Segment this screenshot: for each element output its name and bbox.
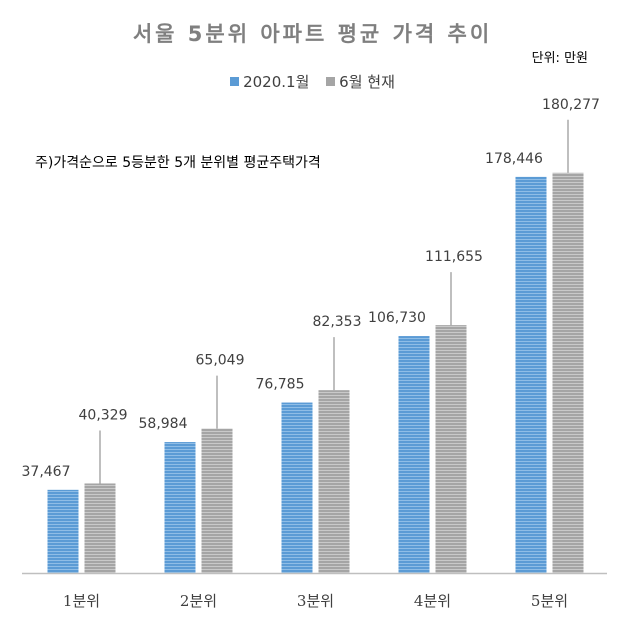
bar-1-2분위	[164, 442, 196, 573]
data-label-2-1분위: 40,329	[79, 407, 128, 423]
data-label-2-5분위: 180,277	[542, 97, 600, 113]
unit-label: 단위: 만원	[531, 51, 588, 66]
legend-item-series-1: 2020.1월	[230, 71, 309, 92]
legend: 2020.1월 6월 현재	[0, 71, 625, 92]
chart-title: 서울 5분위 아파트 평균 가격 추이	[132, 22, 493, 46]
data-label-1-2분위: 58,984	[139, 416, 188, 432]
bar-1-1분위	[47, 489, 79, 573]
x-tick-label: 1분위	[63, 592, 100, 610]
data-label-1-5분위: 178,446	[485, 151, 543, 167]
legend-label-series-2: 6월 현재	[339, 73, 395, 91]
bar-1-4분위	[398, 336, 430, 573]
legend-item-series-2: 6월 현재	[326, 71, 395, 92]
data-label-2-3분위: 82,353	[313, 314, 362, 330]
bar-2-5분위	[552, 172, 584, 573]
bar-1-5분위	[515, 176, 547, 573]
data-label-1-4분위: 106,730	[368, 310, 426, 326]
data-label-1-3분위: 76,785	[256, 377, 305, 393]
bar-2-1분위	[84, 483, 116, 573]
bar-2-3분위	[318, 390, 350, 573]
x-tick-label: 2분위	[180, 592, 217, 610]
legend-swatch-series-1	[230, 77, 240, 86]
data-label-2-4분위: 111,655	[425, 249, 483, 265]
bar-2-4분위	[435, 325, 467, 573]
legend-label-series-1: 2020.1월	[243, 73, 310, 91]
bar-2-2분위	[201, 428, 233, 573]
x-tick-label: 5분위	[531, 592, 568, 610]
chart-note: 주)가격순으로 5등분한 5개 분위별 평균주택가격	[35, 155, 321, 171]
legend-swatch-series-2	[326, 77, 336, 86]
x-tick-label: 3분위	[297, 592, 334, 610]
x-tick-label: 4분위	[414, 592, 451, 610]
bar-1-3분위	[281, 402, 313, 573]
data-label-1-1분위: 37,467	[22, 464, 71, 480]
data-label-2-2분위: 65,049	[196, 353, 245, 369]
